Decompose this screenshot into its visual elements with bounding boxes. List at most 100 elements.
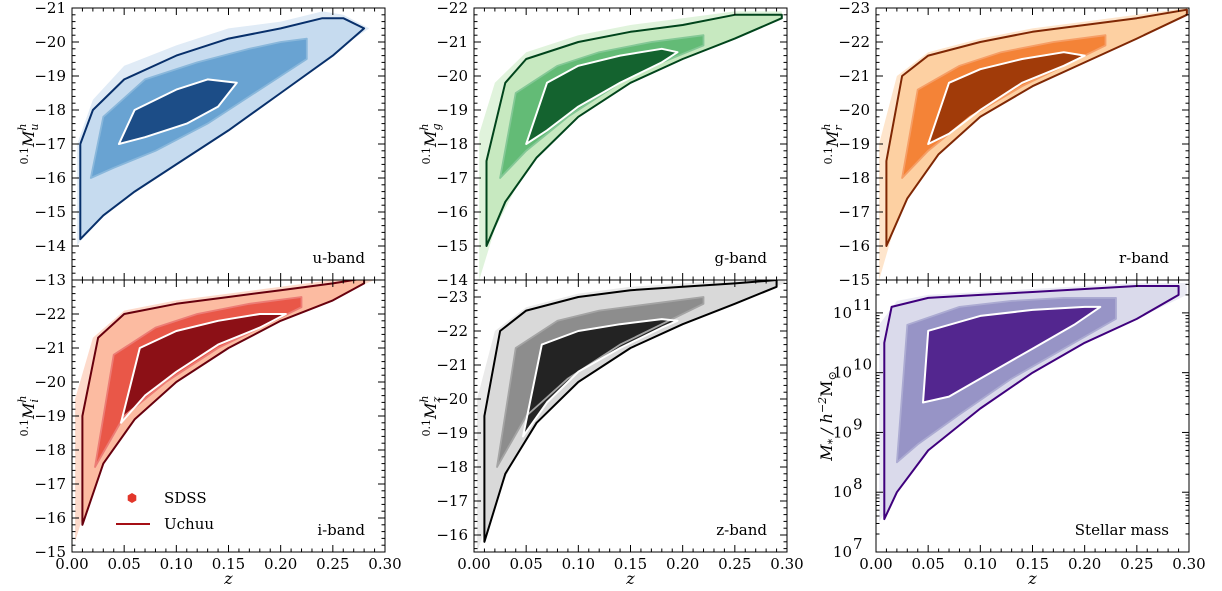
legend-sdss-marker [127, 493, 137, 503]
x-tick-label: 0.15 [1016, 555, 1049, 573]
plot-area [879, 8, 1188, 280]
plot-area [75, 280, 375, 542]
y-tick-label: −16 [436, 526, 468, 544]
uchuu-contour-mid [89, 37, 308, 179]
uchuu-contour-outer [883, 285, 1180, 521]
y-tick-label: −21 [34, 339, 66, 357]
y-tick-label: 10 [833, 483, 852, 501]
uchuu-contour-outer [483, 280, 778, 543]
y-tick-label: −17 [436, 492, 468, 510]
y-tick-label: −19 [838, 135, 870, 153]
uchuu-contour-inner [522, 318, 679, 438]
sdss-density-outer [80, 18, 365, 240]
band-label: i-band [317, 521, 365, 539]
y-tick-exponent: 9 [853, 415, 863, 433]
legend: SDSS Uchuu [116, 489, 214, 533]
plot-area [477, 280, 785, 552]
y-tick-label: −19 [436, 424, 468, 442]
uchuu-contour-mid [499, 34, 705, 179]
uchuu-contour-inner [927, 51, 1086, 145]
uchuu-contour-inner [120, 313, 287, 424]
sdss-density-mid [497, 297, 704, 467]
y-axis-label: 0.1Mhu [16, 123, 41, 164]
x-tick-label: 0.05 [107, 555, 140, 573]
x-axis-label: z [625, 569, 635, 588]
sdss-density-mid [95, 297, 302, 467]
y-tick-label: −17 [436, 169, 468, 187]
panel-r: −15 −16 −17 −18 −19 −20 −21 −22 −23 0.1Mhr r-band [820, 0, 1190, 289]
x-tick-label: 0.00 [55, 555, 88, 573]
x-tick-label: 0.30 [368, 555, 401, 573]
x-tick-label: 0.30 [1172, 555, 1205, 573]
legend-sdss-label: SDSS [164, 489, 207, 507]
y-tick-label: −16 [838, 237, 870, 255]
y-tick-label: −22 [436, 0, 468, 17]
y-tick-label: −19 [34, 67, 66, 85]
x-tick-label: 0.20 [666, 555, 699, 573]
y-tick-label: −20 [436, 67, 468, 85]
y-tick-label: −15 [838, 271, 870, 289]
y-axis-label: 0.1Mhz [418, 396, 443, 437]
y-tick-exponent: 7 [853, 535, 863, 553]
panel-g: −14 −15 −16 −17 −18 −19 −20 −21 −22 0.1Mhg g-band [418, 0, 788, 289]
y-tick-label: −14 [34, 237, 66, 255]
y-axis-label: M* / h−2M⊙ [816, 371, 839, 462]
x-tick-label: 0.25 [718, 555, 751, 573]
panels: −13 −14 −15 −16 −17 −18 −19 −20 −21 0.1Mhu u-band −… [16, 0, 1206, 588]
panel-u: −13 −14 −15 −16 −17 −18 −19 −20 −21 0.1Mhu u-band [16, 0, 386, 289]
y-tick-label: 10 [833, 543, 852, 561]
x-tick-label: 0.10 [964, 555, 997, 573]
y-tick-label: −20 [34, 33, 66, 51]
uchuu-contour-mid [496, 296, 705, 468]
y-tick-label: −16 [34, 509, 66, 527]
y-tick-label: −15 [34, 543, 66, 561]
y-tick-label: −18 [436, 458, 468, 476]
uchuu-contour-mid [896, 296, 1117, 464]
y-tick-label: −17 [34, 135, 66, 153]
y-tick-label: −23 [436, 288, 468, 306]
x-axis-label: z [223, 569, 233, 588]
x-tick-label: 0.15 [212, 555, 245, 573]
y-tick-label: −17 [838, 203, 870, 221]
x-tick-label: 0.05 [509, 555, 542, 573]
y-tick-label: −18 [436, 135, 468, 153]
x-tick-label: 0.20 [1068, 555, 1101, 573]
y-tick-label: −15 [34, 203, 66, 221]
uchuu-contour-inner [117, 78, 238, 145]
plot-area [77, 11, 370, 247]
x-tick-label: 0.10 [160, 555, 193, 573]
y-tick-label: −22 [34, 305, 66, 323]
y-axis-label: 0.1Mhr [820, 124, 845, 165]
y-axis-label: 0.1Mhg [418, 123, 443, 164]
band-label: Stellar mass [1075, 521, 1169, 539]
y-tick-label: −17 [34, 475, 66, 493]
panel-i: 0.00 0.05 0.10 0.15 0.20 0.25 0.30 z −15 −16 −17 −1… [16, 279, 402, 588]
sdss-density-mid [902, 35, 1106, 179]
y-tick-label: −20 [34, 373, 66, 391]
sdss-density-core [923, 306, 1101, 403]
sdss-density-core [121, 314, 286, 423]
band-label: r-band [1119, 249, 1169, 267]
y-tick-label: 10 [833, 364, 852, 382]
band-label: g-band [715, 249, 768, 267]
legend-uchuu-label: Uchuu [164, 515, 214, 533]
uchuu-contour-inner [525, 47, 679, 145]
sdss-density-core [523, 319, 678, 437]
x-tick-label: 0.30 [770, 555, 803, 573]
y-tick-label: −18 [838, 169, 870, 187]
x-tick-label: 0.05 [911, 555, 944, 573]
x-tick-label: 0.00 [457, 555, 490, 573]
y-tick-label: −20 [436, 390, 468, 408]
y-tick-label: −18 [34, 441, 66, 459]
y-tick-label: −23 [838, 0, 870, 17]
y-tick-exponent: 10 [853, 356, 872, 374]
x-tick-label: 0.20 [264, 555, 297, 573]
uchuu-contour-outer [485, 13, 783, 247]
y-tick-label: 10 [833, 423, 852, 441]
y-tick-label: −13 [34, 271, 66, 289]
band-label: u-band [312, 249, 365, 267]
panel-z: 0.00 0.05 0.10 0.15 0.20 0.25 0.30 z −16 −17 −18 −1… [418, 279, 804, 588]
plot-area [879, 283, 1187, 523]
